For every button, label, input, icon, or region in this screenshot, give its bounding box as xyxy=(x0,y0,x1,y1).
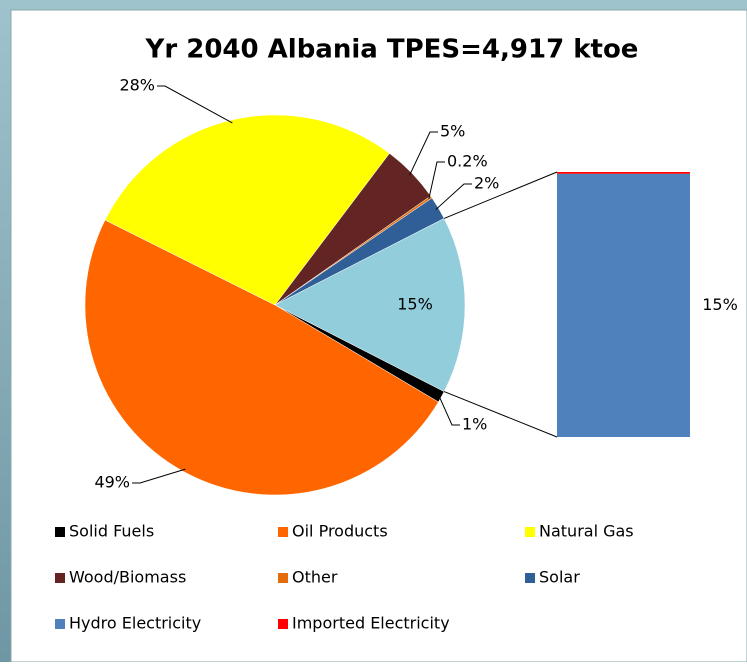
bar-segment xyxy=(557,173,690,437)
legend-swatch xyxy=(55,573,65,583)
legend-label: Solar xyxy=(539,568,580,587)
legend-label: Wood/Biomass xyxy=(69,568,186,587)
legend-label: Solid Fuels xyxy=(69,522,154,541)
legend-swatch xyxy=(278,573,288,583)
leader-line xyxy=(132,468,186,484)
data-label: 2% xyxy=(474,174,499,193)
pie-slice xyxy=(104,114,390,306)
legend-swatch xyxy=(278,527,288,537)
leader-line xyxy=(435,183,472,210)
leader-line xyxy=(157,85,233,124)
combined-slice xyxy=(274,218,466,392)
legend-swatch xyxy=(55,527,65,537)
data-label: 1% xyxy=(462,415,487,434)
pie-slice xyxy=(84,219,439,496)
chart-title: Yr 2040 Albania TPES=4,917 ktoe xyxy=(145,35,639,65)
legend-swatch xyxy=(525,573,535,583)
data-label: 28% xyxy=(119,76,155,95)
legend-swatch xyxy=(278,619,288,629)
legend-label: Oil Products xyxy=(292,522,388,541)
data-label: 5% xyxy=(440,122,465,141)
legend-swatch xyxy=(525,527,535,537)
legend-label: Hydro Electricity xyxy=(69,614,201,633)
data-label: 0.2% xyxy=(447,152,488,171)
leader-line xyxy=(409,131,438,176)
connector xyxy=(443,391,558,438)
combined-label: 15% xyxy=(397,295,433,314)
bar-segment xyxy=(557,172,690,174)
connector xyxy=(443,171,558,219)
data-label: 49% xyxy=(94,473,130,492)
leader-line xyxy=(438,395,460,426)
legend-label: Imported Electricity xyxy=(292,614,450,633)
legend-swatch xyxy=(55,619,65,629)
leader-line xyxy=(428,161,445,199)
legend-label: Other xyxy=(292,568,338,587)
legend-label: Natural Gas xyxy=(539,522,634,541)
data-label: 15% xyxy=(702,295,738,314)
